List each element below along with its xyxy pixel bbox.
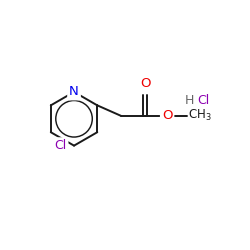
Text: Cl: Cl — [54, 139, 66, 152]
Text: O: O — [140, 78, 150, 90]
Text: O: O — [162, 109, 172, 122]
Text: Cl: Cl — [197, 94, 209, 107]
Text: H: H — [185, 94, 194, 107]
Text: CH$_3$: CH$_3$ — [188, 108, 212, 123]
Text: N: N — [69, 86, 79, 98]
